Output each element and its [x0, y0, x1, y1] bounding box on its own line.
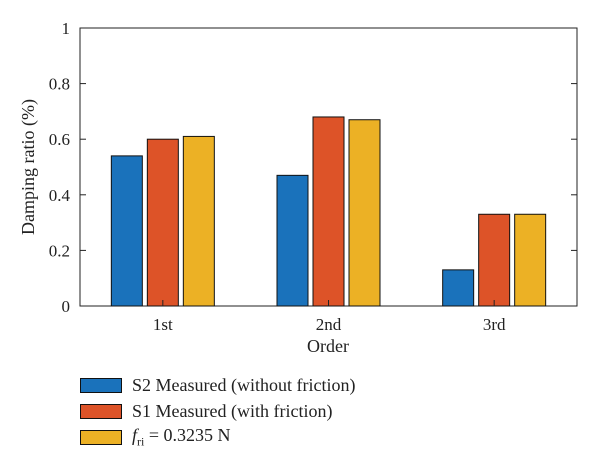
legend-label-s1: S1 Measured (with friction)	[132, 400, 333, 421]
bar-chart: 0 0.2 0.4 0.6 0.8 1 1st 2nd 3rd Order Damping r…	[18, 19, 578, 356]
x-axis: 1st 2nd 3rd	[153, 300, 506, 334]
legend: S2 Measured (without friction) S1 Measur…	[80, 372, 355, 450]
bar-2nd-series-1	[312, 116, 345, 307]
bar-3rd-series-2	[514, 213, 547, 307]
bar-1st-series-0	[110, 155, 143, 307]
y-axis-title: Damping ratio (%)	[18, 99, 39, 235]
legend-item-s2: S2 Measured (without friction)	[80, 372, 355, 398]
y-tick-label: 0.4	[49, 186, 71, 205]
legend-text-fri: = 0.3235 N	[148, 424, 231, 445]
bar-2nd-series-2	[348, 119, 381, 307]
legend-item-fri: fri = 0.3235 N	[80, 424, 355, 450]
bar-3rd-series-0	[442, 269, 475, 307]
legend-label-fri: fri = 0.3235 N	[132, 425, 231, 450]
legend-var-f: f	[132, 424, 138, 445]
x-tick-label: 2nd	[316, 315, 342, 334]
x-tick-label: 1st	[153, 315, 173, 334]
y-tick-label: 0.6	[49, 130, 70, 149]
y-tick-label: 0	[62, 297, 71, 316]
legend-swatch-fri	[80, 429, 122, 445]
x-axis-title: Order	[307, 336, 349, 356]
y-tick-label: 1	[62, 19, 71, 38]
bar-3rd-series-1	[478, 213, 511, 307]
legend-swatch-s1	[80, 403, 122, 419]
bar-1st-series-1	[146, 138, 179, 307]
bars-group	[110, 116, 547, 307]
y-tick-label: 0.8	[49, 75, 70, 94]
legend-label-s2: S2 Measured (without friction)	[132, 374, 356, 395]
legend-item-s1: S1 Measured (with friction)	[80, 398, 355, 424]
y-tick-label: 0.2	[49, 241, 70, 260]
legend-swatch-s2	[80, 377, 122, 393]
y-axis: 0 0.2 0.4 0.6 0.8 1	[49, 19, 577, 316]
bar-1st-series-2	[182, 135, 215, 307]
legend-sub-ri: ri	[137, 434, 145, 449]
bar-2nd-series-0	[276, 174, 309, 307]
x-tick-label: 3rd	[483, 315, 506, 334]
